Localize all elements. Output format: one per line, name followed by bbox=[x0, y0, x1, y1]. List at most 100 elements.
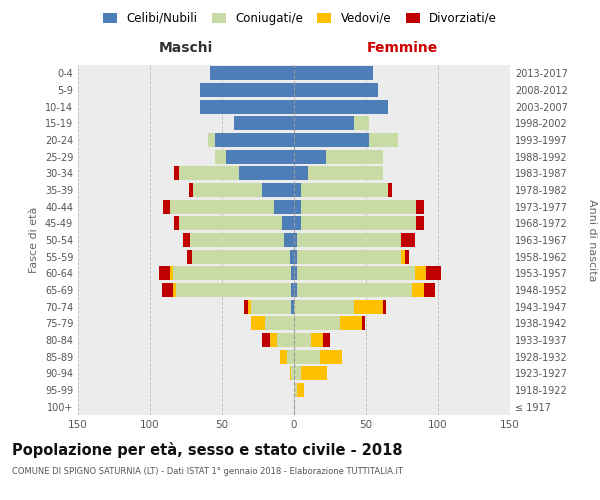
Bar bbox=[294, 333, 311, 347]
Bar bbox=[320, 350, 341, 364]
Bar bbox=[200, 83, 294, 97]
Bar bbox=[416, 200, 424, 214]
Bar bbox=[294, 316, 340, 330]
Bar bbox=[215, 133, 294, 147]
Bar bbox=[294, 300, 355, 314]
Bar bbox=[355, 116, 369, 130]
Bar bbox=[193, 183, 262, 197]
Bar bbox=[294, 66, 373, 80]
Bar bbox=[291, 366, 294, 380]
Bar bbox=[301, 183, 388, 197]
Bar bbox=[294, 83, 377, 97]
Bar bbox=[290, 250, 294, 264]
Bar bbox=[362, 316, 365, 330]
Bar bbox=[388, 183, 392, 197]
Bar bbox=[173, 283, 176, 297]
Bar bbox=[294, 116, 355, 130]
Bar bbox=[401, 250, 405, 264]
Bar bbox=[290, 366, 291, 380]
Bar bbox=[294, 200, 301, 214]
Bar bbox=[308, 166, 383, 180]
Bar bbox=[323, 333, 330, 347]
Bar bbox=[294, 266, 297, 280]
Bar bbox=[262, 333, 269, 347]
Bar bbox=[277, 333, 294, 347]
Bar bbox=[251, 300, 291, 314]
Bar bbox=[294, 216, 301, 230]
Bar bbox=[405, 250, 409, 264]
Bar bbox=[291, 266, 294, 280]
Bar bbox=[176, 283, 291, 297]
Bar bbox=[383, 300, 386, 314]
Bar bbox=[301, 200, 416, 214]
Bar bbox=[415, 266, 427, 280]
Bar bbox=[294, 250, 297, 264]
Bar bbox=[173, 266, 291, 280]
Bar bbox=[326, 150, 383, 164]
Bar bbox=[287, 350, 294, 364]
Text: Popolazione per età, sesso e stato civile - 2018: Popolazione per età, sesso e stato civil… bbox=[12, 442, 403, 458]
Bar bbox=[244, 300, 248, 314]
Bar bbox=[262, 183, 294, 197]
Bar bbox=[369, 133, 398, 147]
Bar bbox=[183, 233, 190, 247]
Bar bbox=[340, 316, 362, 330]
Bar bbox=[284, 233, 294, 247]
Bar bbox=[355, 300, 383, 314]
Bar bbox=[161, 283, 173, 297]
Bar bbox=[427, 266, 441, 280]
Y-axis label: Anni di nascita: Anni di nascita bbox=[587, 198, 597, 281]
Bar bbox=[233, 116, 294, 130]
Bar bbox=[280, 350, 287, 364]
Bar bbox=[215, 150, 226, 164]
Bar bbox=[170, 266, 173, 280]
Bar bbox=[294, 100, 388, 114]
Bar bbox=[226, 150, 294, 164]
Text: Femmine: Femmine bbox=[367, 41, 437, 55]
Bar bbox=[294, 366, 301, 380]
Y-axis label: Fasce di età: Fasce di età bbox=[29, 207, 39, 273]
Text: Maschi: Maschi bbox=[159, 41, 213, 55]
Text: COMUNE DI SPIGNO SATURNIA (LT) - Dati ISTAT 1° gennaio 2018 - Elaborazione TUTTI: COMUNE DI SPIGNO SATURNIA (LT) - Dati IS… bbox=[12, 468, 403, 476]
Bar bbox=[248, 300, 251, 314]
Bar bbox=[208, 133, 215, 147]
Bar bbox=[265, 316, 294, 330]
Bar bbox=[416, 216, 424, 230]
Bar bbox=[291, 283, 294, 297]
Bar bbox=[179, 166, 239, 180]
Bar bbox=[311, 333, 323, 347]
Bar bbox=[269, 333, 277, 347]
Bar bbox=[251, 316, 265, 330]
Bar bbox=[297, 283, 412, 297]
Bar bbox=[301, 216, 416, 230]
Bar bbox=[424, 283, 435, 297]
Bar bbox=[274, 200, 294, 214]
Bar bbox=[294, 150, 326, 164]
Bar bbox=[175, 216, 179, 230]
Bar bbox=[179, 216, 283, 230]
Bar bbox=[294, 233, 297, 247]
Bar bbox=[294, 350, 320, 364]
Bar bbox=[170, 200, 274, 214]
Bar bbox=[163, 200, 170, 214]
Bar bbox=[297, 266, 415, 280]
Bar bbox=[294, 183, 301, 197]
Bar bbox=[187, 250, 192, 264]
Bar bbox=[294, 166, 308, 180]
Bar bbox=[192, 250, 290, 264]
Bar bbox=[297, 250, 401, 264]
Bar bbox=[294, 133, 369, 147]
Bar bbox=[297, 383, 304, 397]
Bar bbox=[158, 266, 170, 280]
Bar bbox=[294, 283, 297, 297]
Bar bbox=[175, 166, 179, 180]
Bar bbox=[294, 383, 297, 397]
Legend: Celibi/Nubili, Coniugati/e, Vedovi/e, Divorziati/e: Celibi/Nubili, Coniugati/e, Vedovi/e, Di… bbox=[99, 8, 501, 28]
Bar bbox=[291, 300, 294, 314]
Bar bbox=[189, 183, 193, 197]
Bar bbox=[301, 366, 327, 380]
Bar bbox=[190, 233, 284, 247]
Bar bbox=[211, 66, 294, 80]
Bar bbox=[297, 233, 401, 247]
Bar bbox=[200, 100, 294, 114]
